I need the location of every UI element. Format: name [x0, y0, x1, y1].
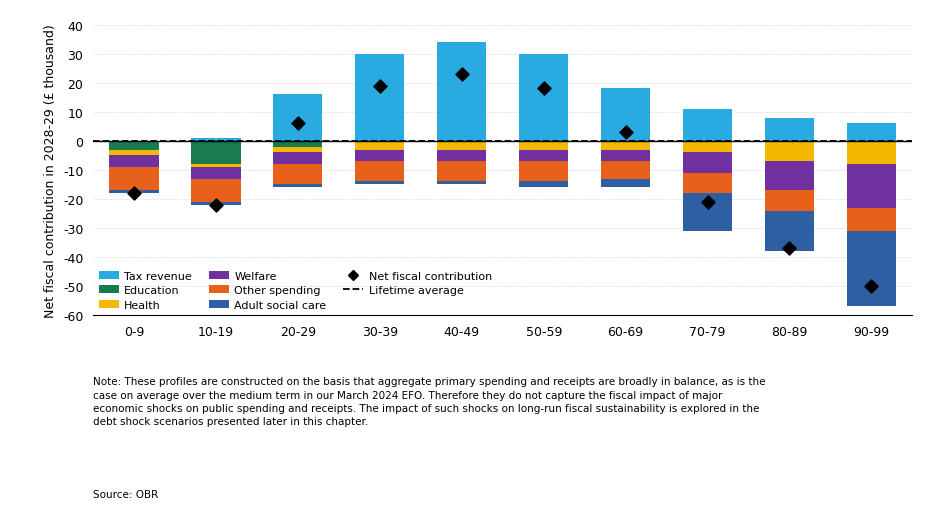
- Bar: [274, 185, 322, 188]
- Bar: [519, 142, 568, 150]
- Bar: [847, 208, 896, 232]
- Bar: [847, 124, 896, 142]
- Text: Note: These profiles are constructed on the basis that aggregate primary spendin: Note: These profiles are constructed on …: [93, 377, 765, 426]
- Bar: [601, 162, 650, 179]
- Bar: [110, 156, 158, 167]
- Bar: [519, 54, 568, 142]
- Bar: [847, 142, 896, 165]
- Bar: [519, 162, 568, 182]
- Bar: [192, 167, 240, 179]
- Bar: [683, 174, 732, 194]
- Bar: [765, 191, 814, 211]
- Bar: [192, 165, 240, 167]
- Point: [290, 120, 305, 128]
- Bar: [601, 150, 650, 162]
- Bar: [765, 162, 814, 191]
- Bar: [274, 95, 322, 142]
- Bar: [274, 165, 322, 185]
- Bar: [438, 150, 486, 162]
- Bar: [356, 150, 404, 162]
- Y-axis label: Net fiscal contribution in 2028-29 (£ thousand): Net fiscal contribution in 2028-29 (£ th…: [45, 24, 58, 317]
- Bar: [601, 89, 650, 142]
- Bar: [438, 162, 486, 182]
- Bar: [110, 167, 158, 191]
- Point: [209, 201, 223, 209]
- Bar: [192, 138, 240, 142]
- Bar: [192, 203, 240, 205]
- Bar: [438, 43, 486, 142]
- Bar: [274, 147, 322, 153]
- Bar: [274, 142, 322, 147]
- Bar: [683, 142, 732, 153]
- Point: [700, 199, 715, 207]
- Bar: [438, 142, 486, 150]
- Bar: [683, 194, 732, 232]
- Bar: [765, 211, 814, 252]
- Bar: [765, 142, 814, 162]
- Bar: [356, 54, 404, 142]
- Bar: [601, 142, 650, 150]
- Bar: [519, 150, 568, 162]
- Bar: [601, 179, 650, 188]
- Bar: [274, 153, 322, 165]
- Bar: [192, 179, 240, 203]
- Bar: [356, 142, 404, 150]
- Point: [782, 245, 797, 253]
- Point: [618, 129, 633, 137]
- Bar: [683, 153, 732, 174]
- Bar: [192, 142, 240, 165]
- Point: [536, 85, 551, 93]
- Bar: [847, 165, 896, 208]
- Point: [864, 282, 879, 291]
- Point: [127, 190, 142, 198]
- Bar: [356, 162, 404, 182]
- Bar: [438, 182, 486, 185]
- Bar: [110, 191, 158, 194]
- Bar: [683, 109, 732, 142]
- Point: [372, 82, 387, 91]
- Bar: [110, 150, 158, 156]
- Point: [454, 71, 469, 79]
- Bar: [519, 182, 568, 188]
- Bar: [765, 118, 814, 142]
- Legend: Tax revenue, Education, Health, Welfare, Other spending, Adult social care, Net : Tax revenue, Education, Health, Welfare,…: [99, 271, 492, 310]
- Bar: [356, 182, 404, 185]
- Bar: [847, 232, 896, 307]
- Bar: [110, 142, 158, 150]
- Text: Source: OBR: Source: OBR: [93, 489, 158, 499]
